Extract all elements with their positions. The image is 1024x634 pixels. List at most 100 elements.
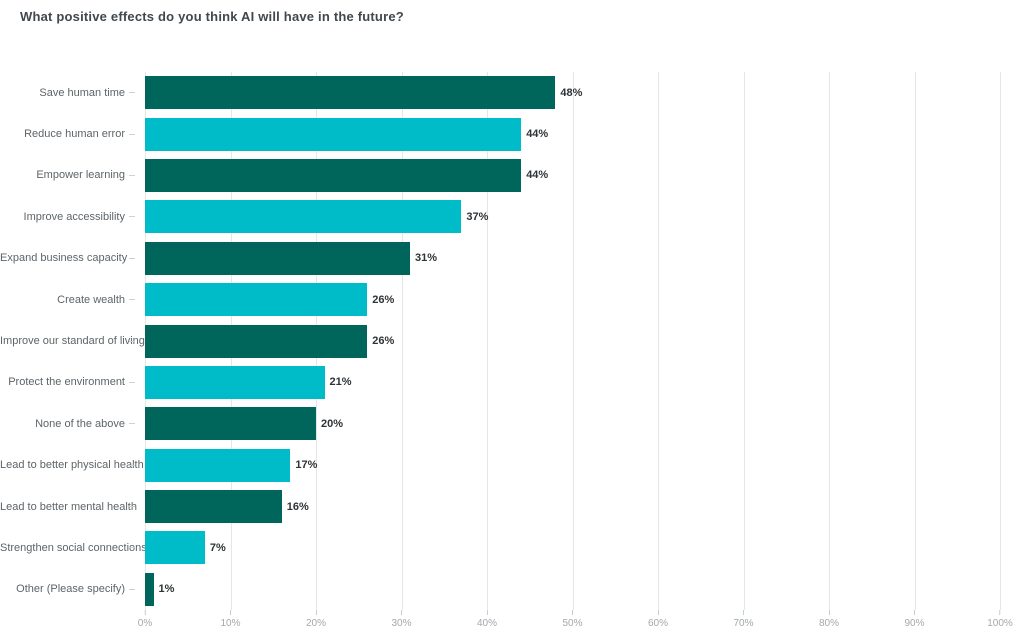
bar-track: 16%: [145, 490, 1000, 524]
bar-track: 37%: [145, 200, 1000, 234]
x-tick-label: 50%: [562, 618, 583, 629]
value-label: 1%: [158, 583, 175, 596]
x-tick-label: 0%: [137, 618, 153, 629]
x-tick-mark: [742, 610, 744, 615]
bar-row: Save human time 48%: [0, 72, 1000, 113]
x-tick: 40%: [477, 610, 497, 629]
category-tick: [129, 547, 135, 549]
bar-track: 31%: [145, 241, 1000, 275]
category-tick: [129, 133, 135, 135]
bar-row: Expand business capacity 31%: [0, 238, 1000, 279]
x-tick-mark: [144, 610, 146, 615]
bar: [145, 324, 368, 358]
x-tick-label: 40%: [476, 618, 498, 629]
category-tick: [129, 216, 135, 218]
value-label: 37%: [466, 210, 489, 223]
bar-rows: Save human time 48% Reduce human error 44% E…: [0, 72, 1000, 610]
x-tick-label: 10%: [220, 618, 241, 629]
bar-track: 1%: [145, 572, 1000, 606]
bar-row: Strengthen social connections 7%: [0, 527, 1000, 568]
x-tick-mark: [571, 610, 573, 615]
x-tick-mark: [315, 610, 317, 615]
x-tick-label: 80%: [818, 618, 840, 629]
category-label: Other (Please specify): [16, 583, 125, 596]
bar: [145, 572, 154, 606]
x-tick-label: 60%: [647, 618, 669, 629]
gridline: [743, 72, 745, 610]
bar: [145, 490, 282, 524]
x-tick-mark: [486, 610, 488, 615]
category-label: Lead to better physical health: [0, 459, 144, 472]
bar-track: 48%: [145, 76, 1000, 110]
bar: [145, 531, 205, 565]
x-tick-label: 30%: [391, 618, 412, 629]
category-tick: [129, 423, 135, 425]
value-label: 26%: [372, 293, 395, 306]
bar: [145, 76, 556, 110]
category-label: Reduce human error: [24, 128, 125, 141]
gridline: [401, 72, 403, 610]
x-tick: 60%: [648, 610, 668, 629]
x-tick: 30%: [391, 610, 412, 629]
x-tick-mark: [828, 610, 830, 615]
x-tick-mark: [999, 610, 1001, 615]
value-label: 26%: [372, 335, 395, 348]
category-tick: [129, 588, 135, 590]
bar-row: Protect the environment 21%: [0, 362, 1000, 403]
category-label: None of the above: [35, 417, 125, 430]
x-tick: 100%: [987, 610, 1013, 629]
x-tick-label: 20%: [305, 618, 327, 629]
x-axis: 0% 10% 20% 30% 40% 50% 60% 70% 80% 90% 100%: [138, 610, 1013, 634]
x-tick: 50%: [562, 610, 583, 629]
x-tick-label: 70%: [733, 618, 754, 629]
category-tick: [129, 299, 135, 301]
category-label: Improve our standard of living: [0, 335, 145, 348]
bar: [145, 448, 291, 482]
x-tick: 10%: [220, 610, 241, 629]
gridline: [829, 72, 830, 610]
bar-track: 26%: [145, 283, 1000, 317]
bar: [145, 117, 522, 151]
bar-row: Improve accessibility 37%: [0, 196, 1000, 237]
x-tick-label: 100%: [987, 618, 1013, 629]
gridline: [572, 72, 574, 610]
x-tick: 90%: [904, 610, 925, 629]
bar-row: Reduce human error 44%: [0, 113, 1000, 154]
bar: [145, 241, 411, 275]
category-tick: [129, 257, 135, 259]
gridline: [487, 72, 488, 610]
bar-row: Create wealth 26%: [0, 279, 1000, 320]
value-label: 48%: [560, 86, 583, 99]
value-label: 17%: [295, 459, 318, 472]
category-tick: [129, 92, 135, 94]
value-label: 20%: [321, 417, 344, 430]
category-label: Lead to better mental health: [0, 500, 137, 513]
bar-track: 21%: [145, 365, 1000, 399]
value-label: 44%: [526, 169, 549, 182]
bar-track: 20%: [145, 407, 1000, 441]
category-label: Create wealth: [57, 293, 125, 306]
category-tick: [129, 464, 135, 466]
category-label: Empower learning: [36, 169, 125, 182]
bar-track: 26%: [145, 324, 1000, 358]
chart-title: What positive effects do you think AI wi…: [20, 9, 404, 24]
x-tick: 20%: [306, 610, 326, 629]
bar: [145, 200, 462, 234]
category-tick: [129, 174, 135, 176]
bar-track: 17%: [145, 448, 1000, 482]
x-tick-mark: [657, 610, 659, 615]
x-tick-label: 90%: [904, 618, 925, 629]
gridline: [1000, 72, 1001, 610]
value-label: 7%: [209, 541, 226, 554]
value-label: 44%: [526, 128, 549, 141]
value-label: 16%: [286, 500, 309, 513]
bar-row: Other (Please specify) 1%: [0, 569, 1000, 610]
bar-row: None of the above 20%: [0, 403, 1000, 444]
bar-row: Empower learning 44%: [0, 155, 1000, 196]
category-tick: [129, 506, 135, 508]
category-tick: [129, 340, 135, 342]
bar-row: Lead to better mental health 16%: [0, 486, 1000, 527]
category-tick: [129, 381, 135, 383]
value-label: 31%: [415, 252, 438, 265]
bar: [145, 407, 316, 441]
